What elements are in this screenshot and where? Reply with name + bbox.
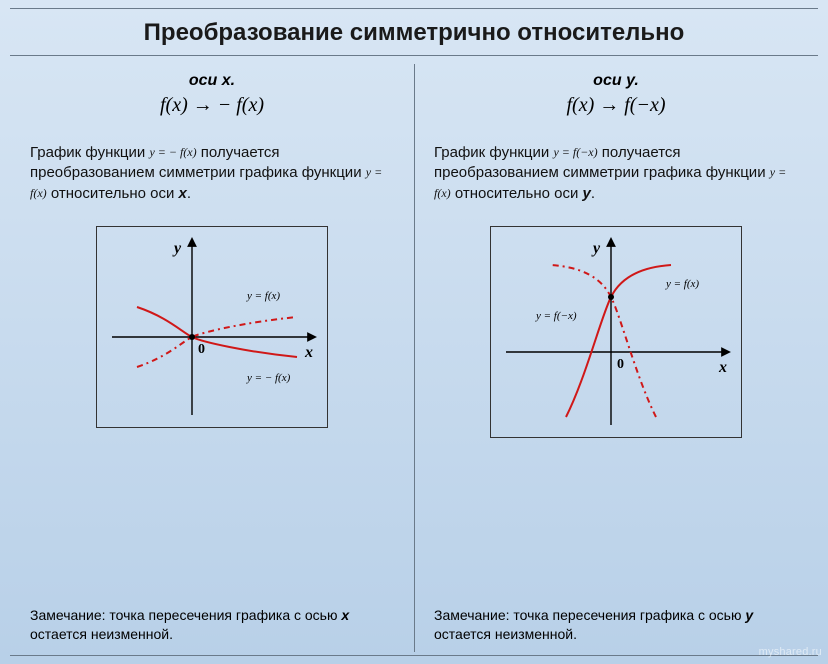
slide-title: Преобразование симметрично относительно <box>10 9 818 55</box>
right-chart-wrap: y x 0 y = f(x) y = f(−x) <box>434 226 798 438</box>
right-chart: y x 0 y = f(x) y = f(−x) <box>490 226 742 438</box>
right-formula: f(x) → f(−x) <box>434 94 798 117</box>
slide-frame: Преобразование симметрично относительно … <box>10 8 818 656</box>
left-formula-rhs: − f(x) <box>218 94 264 116</box>
left-paragraph: График функции y = − f(x) получается пре… <box>30 143 394 204</box>
right-formula-rhs: f(−x) <box>624 94 665 116</box>
arrow-icon: → <box>193 94 218 116</box>
svg-text:y = f(−x): y = f(−x) <box>535 310 577 322</box>
axis-ref: y <box>745 607 753 623</box>
right-subhead: оси y. <box>434 72 798 90</box>
svg-text:y = f(x): y = f(x) <box>246 290 280 302</box>
left-chart-wrap: y x 0 y = f(x) y = − f(x) <box>30 226 394 428</box>
left-column: оси х. f(x) → − f(x) График функции y = … <box>10 64 414 654</box>
text: График функции <box>434 144 553 161</box>
text: остается неизменной. <box>30 626 173 642</box>
formula-inline: y = f(−x) <box>553 145 597 159</box>
right-formula-lhs: f(x) <box>566 94 594 116</box>
svg-text:0: 0 <box>198 342 205 357</box>
watermark: myshared.ru <box>759 646 822 658</box>
axis-ref: x <box>341 607 349 623</box>
left-subhead: оси х. <box>30 72 394 90</box>
svg-text:y = f(x): y = f(x) <box>665 278 699 290</box>
text: . <box>187 185 191 202</box>
right-column: оси y. f(x) → f(−x) График функции y = f… <box>414 64 818 654</box>
left-formula-lhs: f(x) <box>160 94 188 116</box>
formula-inline: y = − f(x) <box>149 145 196 159</box>
axis-ref: x <box>179 185 187 202</box>
left-chart: y x 0 y = f(x) y = − f(x) <box>96 226 328 428</box>
text: График функции <box>30 144 149 161</box>
columns: оси х. f(x) → − f(x) График функции y = … <box>10 64 818 654</box>
text: . <box>591 185 595 202</box>
svg-text:0: 0 <box>617 357 624 372</box>
rule-bottom <box>10 655 818 656</box>
svg-text:y: y <box>172 240 182 257</box>
svg-text:y = − f(x): y = − f(x) <box>246 372 291 384</box>
rule-mid <box>10 55 818 56</box>
left-formula: f(x) → − f(x) <box>30 94 394 117</box>
svg-text:y: y <box>591 240 601 257</box>
text: относительно оси <box>47 185 179 202</box>
svg-text:x: x <box>718 359 727 376</box>
right-paragraph: График функции y = f(−x) получается прео… <box>434 143 798 204</box>
right-note: Замечание: точка пересечения графика с о… <box>434 606 798 644</box>
arrow-icon: → <box>599 94 624 116</box>
axis-ref: y <box>583 185 591 202</box>
text: Замечание: точка пересечения графика с о… <box>30 607 341 623</box>
svg-text:x: x <box>304 344 313 361</box>
left-note: Замечание: точка пересечения графика с о… <box>30 606 394 644</box>
text: Замечание: точка пересечения графика с о… <box>434 607 745 623</box>
text: относительно оси <box>451 185 583 202</box>
text: остается неизменной. <box>434 626 577 642</box>
